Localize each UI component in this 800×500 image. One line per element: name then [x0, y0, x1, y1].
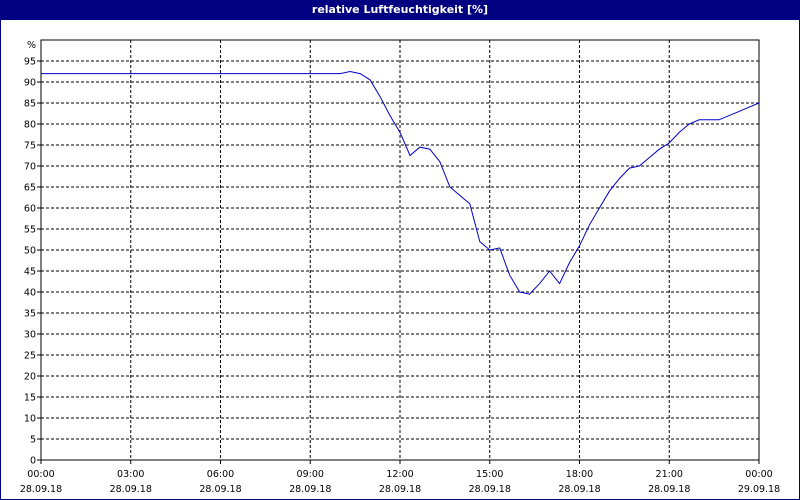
- y-tick-label: 80: [24, 120, 36, 131]
- x-tick-date-label: 28.09.18: [289, 484, 331, 495]
- y-tick-label: 25: [24, 351, 36, 362]
- y-tick-label: 95: [24, 57, 36, 68]
- tick-labels: 0 5 10 15 20 25 30 35 40 45 50 55 60 65 70 75 80 85 90 95 00…: [20, 57, 780, 496]
- grid-lines: [41, 40, 759, 460]
- y-tick-label: 35: [24, 309, 36, 320]
- x-tick-date-label: 29.09.18: [738, 484, 780, 495]
- y-tick-label: 70: [24, 162, 36, 173]
- y-tick-label: 15: [24, 393, 36, 404]
- plot-border: [40, 39, 760, 461]
- x-tick-time-label: 09:00: [297, 469, 324, 480]
- y-tick-label: 20: [24, 372, 36, 383]
- y-tick-label: 5: [30, 435, 36, 446]
- y-tick-label: 0: [30, 456, 36, 467]
- series-line: [41, 70, 760, 295]
- chart-title: relative Luftfeuchtigkeit [%]: [0, 0, 800, 20]
- x-tick-time-label: 00:00: [745, 469, 772, 480]
- y-tick-label: 55: [24, 225, 36, 236]
- x-tick-time-label: 06:00: [207, 469, 234, 480]
- x-tick-date-label: 28.09.18: [558, 484, 600, 495]
- y-tick-label: 10: [24, 414, 36, 425]
- y-tick-label: 65: [24, 183, 36, 194]
- x-tick-time-label: 21:00: [656, 469, 683, 480]
- x-tick-date-label: 28.09.18: [379, 484, 421, 495]
- y-tick-label: 75: [24, 141, 36, 152]
- x-tick-date-label: 28.09.18: [469, 484, 511, 495]
- y-tick-label: 50: [24, 246, 36, 257]
- x-tick-time-label: 03:00: [117, 469, 144, 480]
- y-tick-label: 85: [24, 99, 36, 110]
- y-tick-label: 60: [24, 204, 36, 215]
- x-tick-time-label: 18:00: [566, 469, 593, 480]
- x-tick-date-label: 28.09.18: [199, 484, 241, 495]
- y-tick-label: 30: [24, 330, 36, 341]
- x-tick-time-label: 12:00: [386, 469, 413, 480]
- y-axis-label: %: [27, 40, 36, 51]
- x-tick-date-label: 28.09.18: [20, 484, 62, 495]
- axes: [37, 39, 760, 464]
- x-tick-date-label: 28.09.18: [648, 484, 690, 495]
- y-tick-label: 45: [24, 267, 36, 278]
- y-tick-label: 90: [24, 78, 36, 89]
- x-tick-date-label: 28.09.18: [110, 484, 152, 495]
- x-tick-time-label: 15:00: [476, 469, 503, 480]
- x-tick-time-label: 00:00: [27, 469, 54, 480]
- y-tick-label: 40: [24, 288, 36, 299]
